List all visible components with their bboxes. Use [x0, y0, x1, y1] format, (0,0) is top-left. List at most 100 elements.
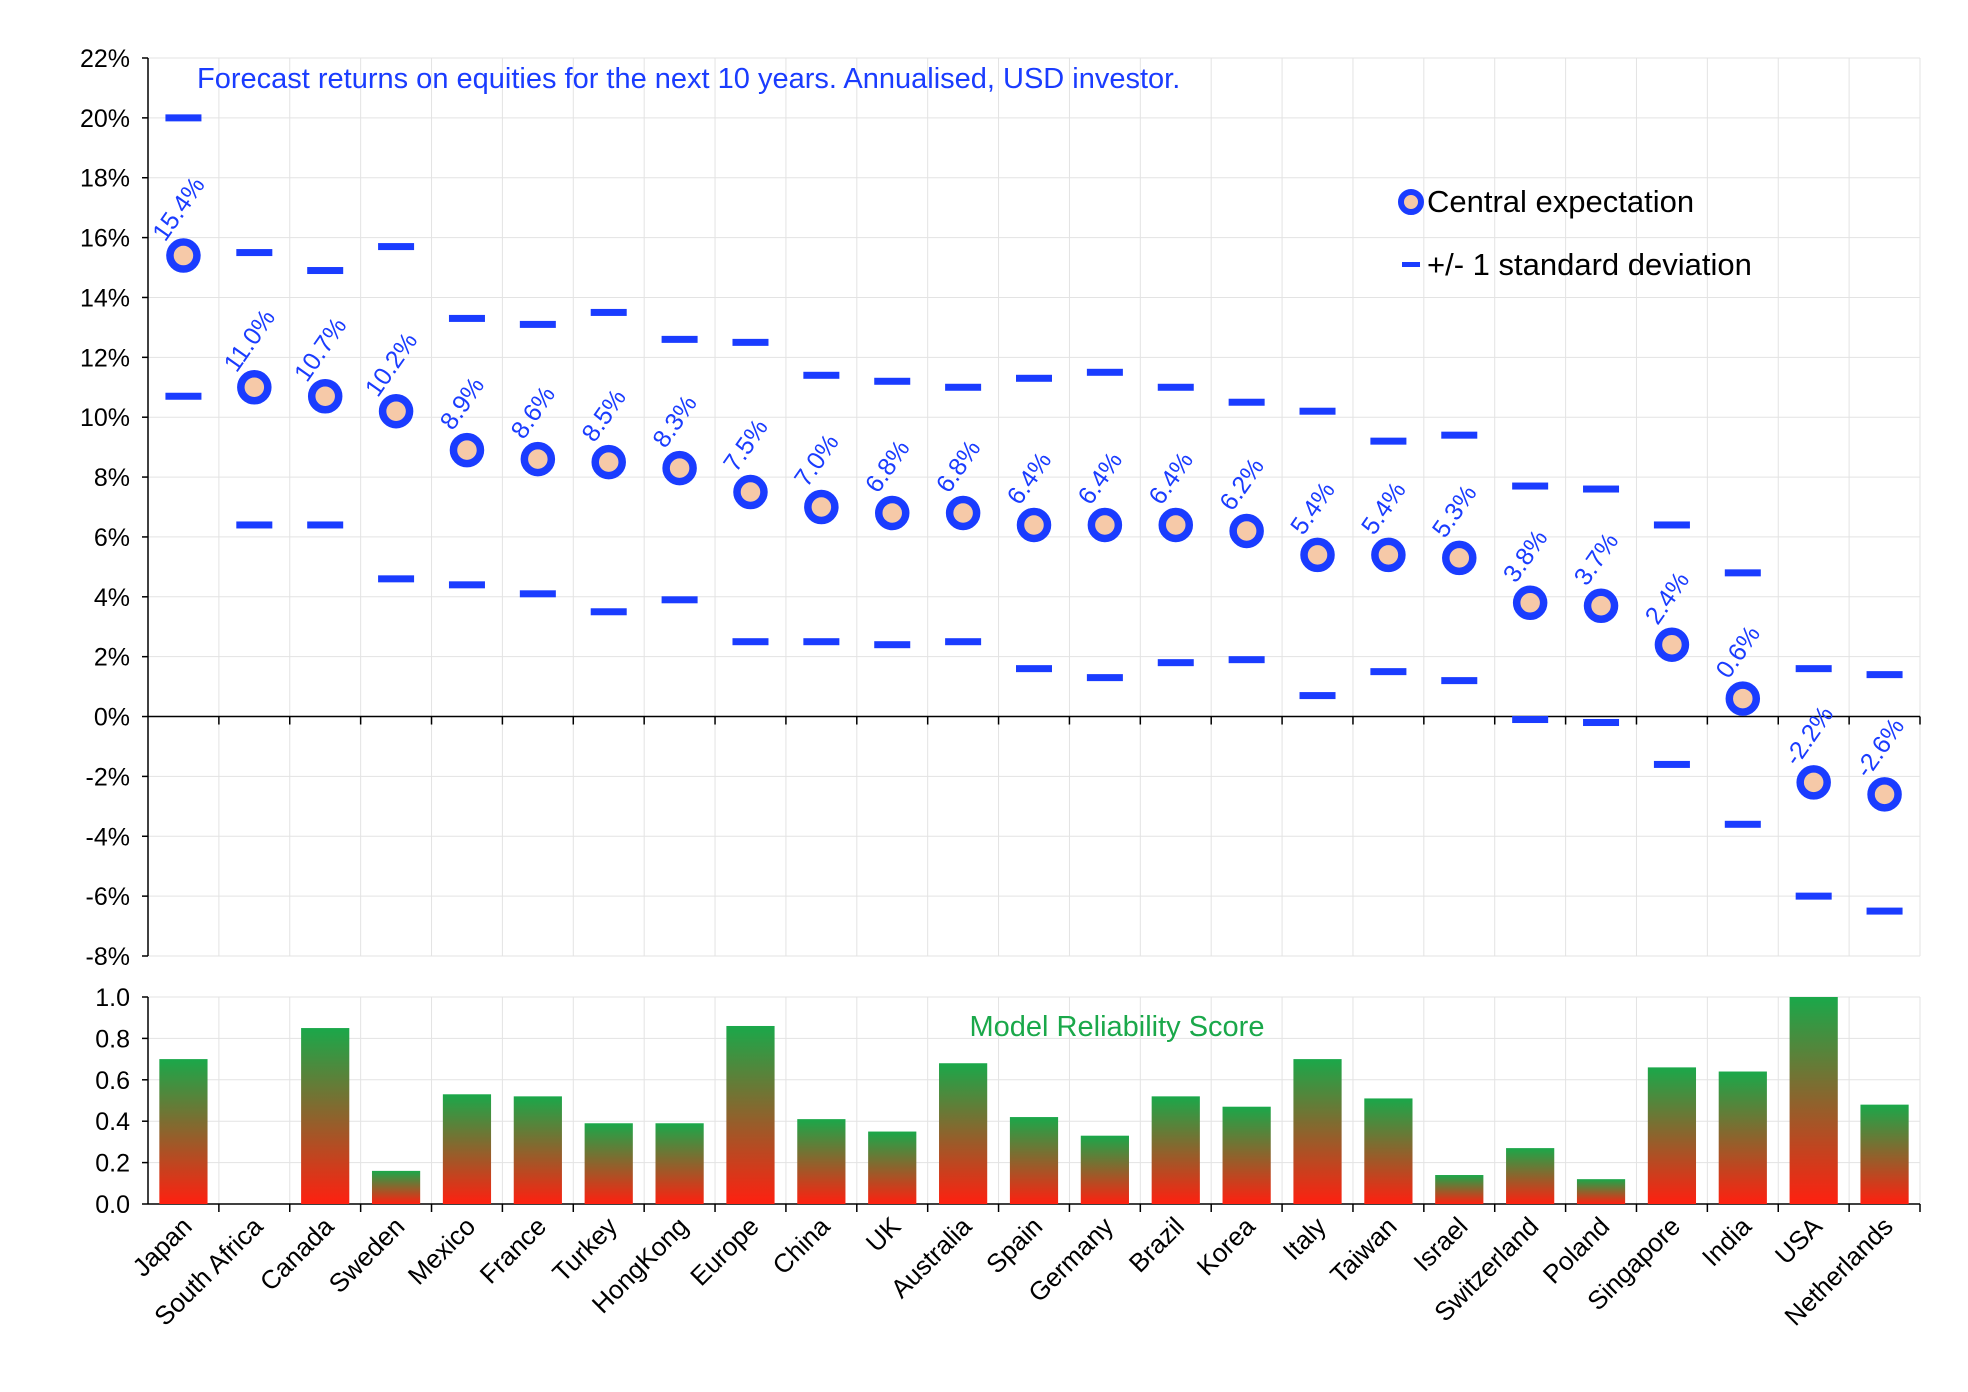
sd-upper-mark	[732, 338, 769, 346]
central-point	[662, 450, 697, 486]
reliability-bar	[513, 1096, 562, 1204]
sd-lower-mark	[307, 521, 344, 529]
data-label: 10.2%	[360, 328, 424, 402]
data-label: 5.4%	[1356, 477, 1412, 540]
data-label: 2.4%	[1640, 567, 1696, 630]
sd-upper-mark	[661, 335, 698, 343]
central-point	[1796, 765, 1831, 800]
reliability-bar	[1151, 1096, 1200, 1204]
sd-upper-mark	[945, 383, 982, 391]
x-tick-label: Spain	[980, 1211, 1048, 1279]
data-label: 6.4%	[1002, 447, 1058, 510]
x-tick-label: Canada	[254, 1211, 340, 1297]
sd-lower-mark	[1653, 760, 1690, 768]
legend-sd-marker	[1402, 262, 1420, 267]
sd-upper-mark	[1795, 665, 1832, 673]
sd-lower-mark	[448, 581, 485, 589]
central-point	[1300, 537, 1335, 573]
bottom-y-tick-label: 0.8	[95, 1025, 130, 1053]
sd-upper-mark	[448, 314, 485, 322]
bottom-y-tick-label: 0.4	[95, 1108, 130, 1136]
reliability-bar	[797, 1119, 846, 1204]
data-label: 11.0%	[219, 304, 282, 377]
sd-lower-mark	[1866, 907, 1903, 915]
central-point	[874, 495, 910, 531]
reliability-bar	[1435, 1175, 1484, 1204]
legend-central-marker	[1398, 189, 1424, 215]
x-tick-label: UK	[860, 1211, 907, 1258]
top-y-tick-label: 6%	[94, 524, 130, 552]
top-y-tick-label: 10%	[80, 404, 130, 432]
data-label: 7.0%	[789, 429, 845, 492]
central-point	[591, 444, 626, 480]
reliability-bar	[1506, 1148, 1555, 1204]
x-tick-label: Mexico	[402, 1211, 481, 1290]
sd-lower-mark	[1299, 692, 1336, 700]
sd-lower-mark	[803, 638, 840, 646]
data-label: 8.3%	[647, 390, 703, 453]
central-point	[1867, 777, 1902, 812]
central-point	[1442, 540, 1477, 576]
top-y-tick-label: 12%	[80, 344, 130, 372]
central-point	[945, 495, 981, 531]
reliability-bar	[726, 1025, 775, 1204]
sd-upper-mark	[1086, 368, 1123, 376]
reliability-bar	[1576, 1179, 1626, 1204]
sd-lower-mark	[1441, 677, 1478, 685]
top-y-tick-label: 22%	[80, 45, 130, 73]
sd-lower-mark	[1370, 668, 1407, 676]
sd-lower-mark	[236, 521, 273, 529]
sd-lower-mark	[378, 575, 415, 583]
data-label: 5.3%	[1427, 480, 1483, 543]
chart-title: Forecast returns on equities for the nex…	[197, 63, 1180, 95]
reliability-bar	[1222, 1106, 1271, 1204]
sd-lower-mark	[661, 596, 698, 604]
reliability-bar	[442, 1094, 492, 1204]
central-point	[237, 370, 272, 405]
x-tick-label: Taiwan	[1324, 1211, 1402, 1289]
top-y-tick-label: 8%	[94, 464, 130, 492]
bottom-y-tick-label: 1.0	[95, 984, 130, 1012]
central-point	[378, 393, 414, 429]
sd-lower-mark	[1157, 659, 1194, 667]
central-point	[1371, 537, 1406, 573]
x-tick-label: China	[766, 1211, 836, 1281]
top-y-tick-label: -2%	[86, 763, 130, 791]
reliability-bar	[301, 1028, 350, 1204]
central-point	[1158, 507, 1194, 543]
sd-lower-mark	[1228, 656, 1265, 664]
reliability-bar	[655, 1123, 704, 1204]
bottom-y-tick-label: 0.2	[95, 1150, 130, 1178]
data-label: 8.9%	[435, 372, 491, 435]
top-y-tick-label: -8%	[86, 943, 130, 971]
data-label: 15.4%	[147, 172, 211, 246]
reliability-bar	[584, 1123, 633, 1204]
legend: Central expectation +/- 1 standard devia…	[1398, 184, 1752, 282]
data-label: 6.8%	[931, 435, 987, 498]
reliability-bar	[1789, 997, 1838, 1204]
sd-upper-mark	[236, 249, 273, 257]
sd-lower-mark	[165, 392, 202, 400]
top-axes: -8% -6% -4% -2% 0% 2% 4% 6% 8% 10% 12% 14% 16% 18% 20%…	[80, 45, 1921, 971]
reliability-bar	[1364, 1098, 1413, 1204]
x-tick-label: India	[1696, 1211, 1757, 1272]
data-label: 5.4%	[1285, 477, 1341, 540]
reliability-bar	[939, 1063, 988, 1204]
top-y-tick-label: 18%	[80, 165, 130, 193]
data-label: 10.7%	[289, 313, 353, 387]
sd-upper-mark	[1299, 407, 1336, 415]
top-y-tick-label: 14%	[80, 284, 130, 312]
sd-lower-mark	[1583, 719, 1620, 727]
sd-lower-mark	[1795, 892, 1832, 900]
reliability-bar	[1718, 1071, 1767, 1204]
x-tick-label: Europe	[684, 1211, 764, 1291]
reliability-bar	[371, 1170, 421, 1204]
sd-upper-mark	[1724, 569, 1761, 577]
sd-upper-mark	[1228, 398, 1265, 406]
central-points	[166, 238, 1902, 812]
sd-upper-mark	[1512, 482, 1549, 490]
sd-upper-mark	[874, 377, 911, 385]
sd-lower-mark	[1016, 665, 1052, 673]
